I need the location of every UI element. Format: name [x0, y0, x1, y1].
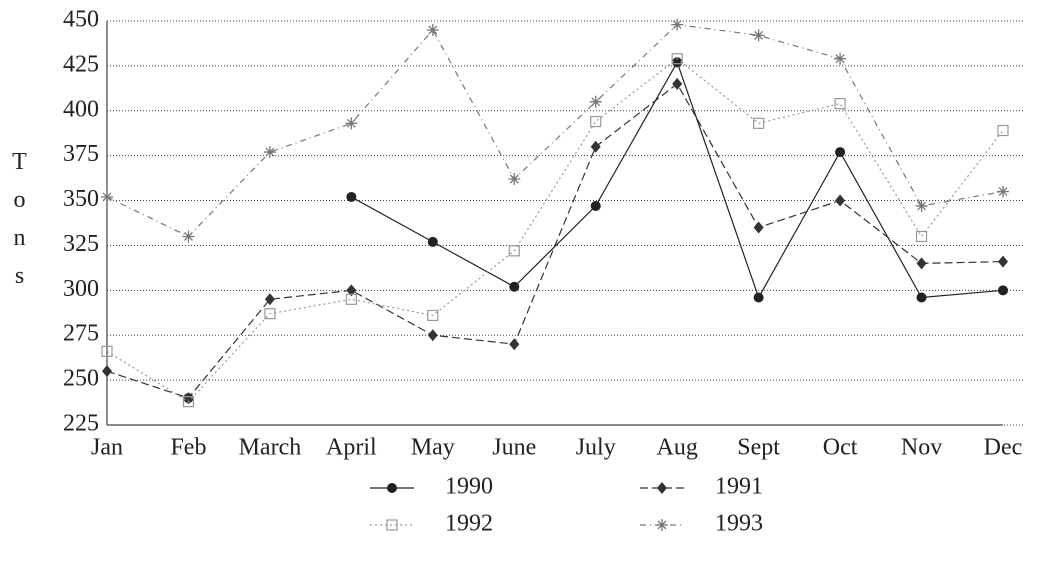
data-point — [264, 293, 275, 306]
data-point — [101, 190, 113, 203]
x-tick-label: Feb — [170, 435, 206, 461]
data-point — [915, 230, 928, 243]
y-tick-label: 250 — [63, 366, 99, 392]
data-point — [346, 284, 357, 297]
data-point — [997, 185, 1009, 198]
x-tick-label: April — [326, 435, 377, 461]
data-point — [101, 345, 113, 357]
x-tick-label: Dec — [984, 435, 1023, 461]
legend-marker — [387, 483, 397, 493]
data-point — [753, 292, 764, 303]
y-axis-label: Tons — [6, 149, 32, 301]
x-tick-label: Aug — [657, 435, 698, 461]
y-tick-label: 350 — [63, 186, 99, 212]
data-point — [182, 396, 195, 408]
y-tick-label: 400 — [63, 96, 99, 122]
data-point — [835, 147, 846, 158]
data-point — [102, 365, 112, 378]
x-tick-label: Oct — [823, 435, 858, 461]
data-point — [427, 329, 438, 342]
data-point — [263, 146, 276, 159]
data-point — [427, 309, 439, 322]
data-point — [183, 392, 194, 405]
series-line — [351, 60, 1004, 299]
data-point — [590, 140, 601, 153]
data-point — [672, 57, 683, 68]
data-point — [589, 95, 602, 108]
data-point — [916, 257, 927, 270]
data-point — [590, 115, 602, 128]
y-tick-label: 425 — [63, 51, 99, 77]
x-tick-label: Nov — [901, 435, 942, 461]
legend-marker — [386, 519, 398, 531]
data-point — [998, 255, 1008, 268]
data-point — [671, 18, 684, 31]
data-point — [590, 200, 601, 211]
data-point — [509, 281, 520, 292]
data-point — [915, 199, 928, 212]
data-point — [753, 117, 765, 129]
data-point — [997, 124, 1009, 137]
y-tick-label: 300 — [63, 276, 99, 302]
y-tick-label: 225 — [63, 411, 99, 437]
data-point — [509, 338, 520, 351]
y-tick-label: 275 — [63, 321, 99, 347]
data-point — [345, 117, 358, 130]
x-tick-label: June — [492, 435, 536, 461]
data-point — [834, 97, 846, 110]
data-point — [998, 285, 1008, 296]
y-tick-label: 325 — [63, 231, 99, 257]
data-point — [345, 293, 357, 305]
legend-label: 1992 — [445, 511, 493, 537]
legend-label: 1990 — [445, 474, 493, 500]
data-point — [671, 53, 683, 65]
legend-label: 1991 — [715, 474, 763, 500]
data-point — [835, 194, 846, 207]
legend-marker — [657, 482, 667, 494]
x-tick-label: July — [576, 435, 616, 461]
y-tick-label: 450 — [63, 7, 99, 33]
x-tick-label: March — [239, 435, 302, 461]
data-point — [426, 23, 439, 36]
data-point — [427, 236, 438, 247]
x-tick-label: May — [411, 435, 455, 461]
series-line — [106, 57, 1004, 403]
data-point — [916, 292, 927, 303]
data-point — [508, 245, 520, 257]
data-point — [346, 191, 357, 202]
data-point — [672, 77, 683, 90]
series-line — [106, 23, 1004, 238]
data-point — [264, 308, 276, 320]
data-point — [834, 52, 847, 65]
data-point — [508, 173, 521, 186]
series-line — [106, 82, 1004, 399]
x-tick-label: Jan — [91, 435, 123, 461]
data-point — [753, 221, 764, 234]
data-point — [752, 29, 765, 42]
y-tick-label: 375 — [63, 141, 99, 167]
legend-marker — [656, 519, 668, 531]
data-point — [182, 230, 195, 243]
legend-label: 1993 — [715, 511, 763, 537]
x-tick-label: Sept — [737, 435, 780, 461]
